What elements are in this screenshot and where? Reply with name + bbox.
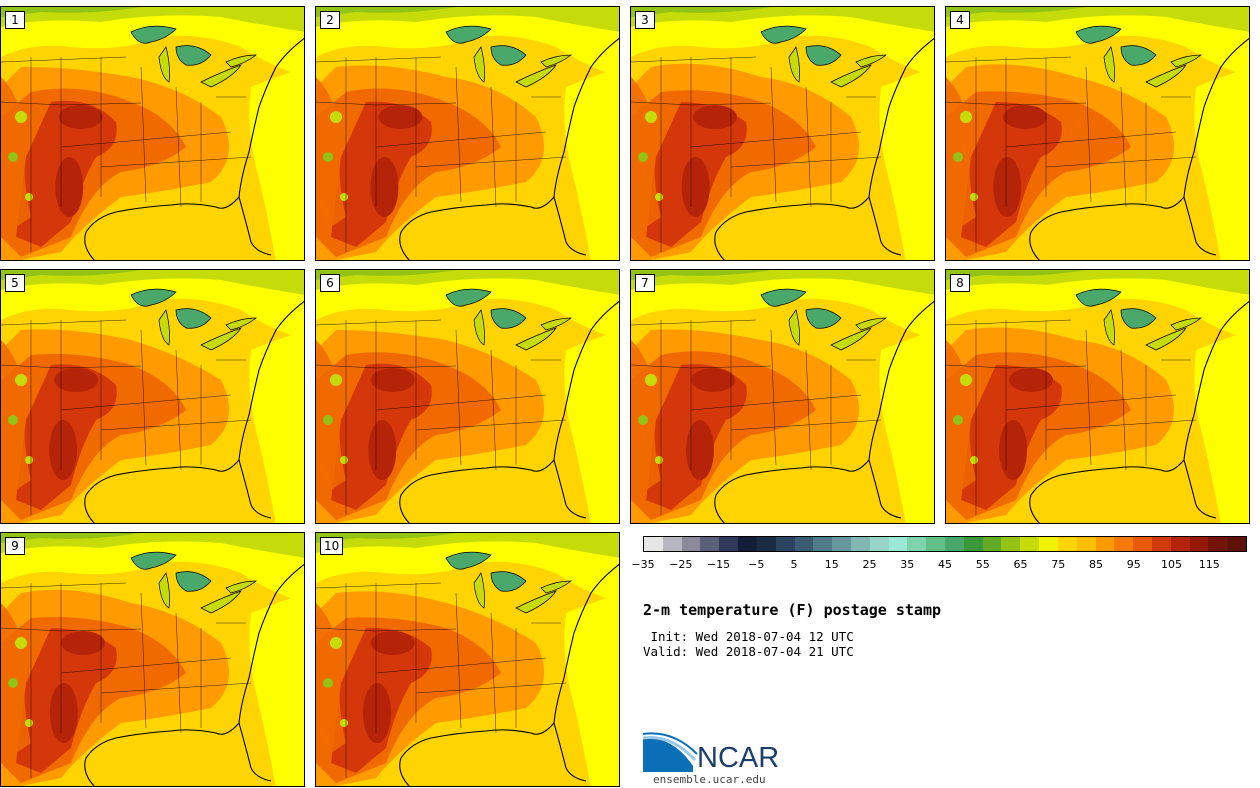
init-time: Init: Wed 2018-07-04 12 UTC xyxy=(643,629,854,644)
ensemble-member-panel: 1 xyxy=(0,6,305,261)
colorbar-tick-label: 45 xyxy=(938,558,952,571)
colorbar-segment xyxy=(1189,537,1209,551)
colorbar-segment xyxy=(738,537,757,551)
colorbar-tick-label: 75 xyxy=(1051,558,1066,571)
colorbar-tick-label: −15 xyxy=(706,558,731,571)
colorbar-segment xyxy=(907,537,927,551)
colorbar-segment xyxy=(1020,537,1040,551)
colorbar-segment xyxy=(1095,537,1115,551)
member-number-label: 9 xyxy=(5,537,25,555)
colorbar-tick-label: 55 xyxy=(975,558,990,571)
ensemble-member-panel: 4 xyxy=(945,6,1250,261)
temperature-map xyxy=(316,533,619,786)
colorbar xyxy=(643,536,1247,552)
colorbar-segment xyxy=(850,537,870,551)
member-number-label: 8 xyxy=(950,274,970,292)
colorbar-segment xyxy=(1151,537,1171,551)
colorbar-segment xyxy=(775,537,795,551)
colorbar-segment xyxy=(1133,537,1152,551)
colorbar-segment xyxy=(945,537,964,551)
colorbar-tick-label: −25 xyxy=(669,558,693,571)
temperature-map xyxy=(1,7,304,260)
colorbar-segment xyxy=(963,537,983,551)
colorbar-segment xyxy=(1076,537,1096,551)
colorbar-segment xyxy=(926,537,945,551)
temperature-map xyxy=(631,7,934,260)
colorbar-tick-label: 115 xyxy=(1198,558,1220,571)
colorbar-segment xyxy=(1001,537,1021,551)
logo-url: ensemble.ucar.edu xyxy=(653,773,766,786)
colorbar-tick-label: 105 xyxy=(1161,558,1182,571)
colorbar-tick-label: 25 xyxy=(862,558,877,571)
colorbar-segment xyxy=(869,537,889,551)
colorbar-segment xyxy=(681,537,701,551)
ensemble-member-panel: 2 xyxy=(315,6,620,261)
figure-title: 2-m temperature (F) postage stamp xyxy=(643,601,942,619)
colorbar-segment xyxy=(794,537,814,551)
colorbar-segment xyxy=(1227,537,1246,551)
valid-time: Valid: Wed 2018-07-04 21 UTC xyxy=(643,644,854,659)
temperature-map xyxy=(316,7,619,260)
temperature-map xyxy=(1,533,304,786)
colorbar-tick-label: 15 xyxy=(824,558,839,571)
colorbar-tick-label: −5 xyxy=(748,558,765,571)
colorbar-tick-label: 35 xyxy=(900,558,915,571)
colorbar-tick-label: 5 xyxy=(790,558,798,571)
ensemble-member-panel: 10 xyxy=(315,532,620,787)
ensemble-member-panel: 7 xyxy=(630,269,935,524)
member-number-label: 1 xyxy=(5,11,25,29)
colorbar-segment xyxy=(700,537,720,551)
member-number-label: 7 xyxy=(635,274,655,292)
colorbar-segment xyxy=(813,537,833,551)
colorbar-segment xyxy=(1208,537,1228,551)
colorbar-segment xyxy=(1057,537,1077,551)
member-number-label: 3 xyxy=(635,11,655,29)
member-number-label: 10 xyxy=(320,537,344,555)
colorbar-segment xyxy=(662,537,682,551)
logo-wordmark: NCAR xyxy=(697,742,780,774)
colorbar-segment xyxy=(1170,537,1190,551)
ensemble-member-panel: 8 xyxy=(945,269,1250,524)
colorbar-segment xyxy=(1039,537,1058,551)
ensemble-member-panel: 9 xyxy=(0,532,305,787)
colorbar-segment xyxy=(888,537,908,551)
temperature-map xyxy=(946,270,1249,523)
member-number-label: 4 xyxy=(950,11,970,29)
member-number-label: 5 xyxy=(5,274,25,292)
temperature-map xyxy=(946,7,1249,260)
ensemble-member-panel: 3 xyxy=(630,6,935,261)
colorbar-segment xyxy=(644,537,663,551)
temperature-map xyxy=(1,270,304,523)
colorbar-segment xyxy=(756,537,776,551)
member-number-label: 2 xyxy=(320,11,340,29)
colorbar-segment xyxy=(1114,537,1134,551)
temperature-map xyxy=(316,270,619,523)
colorbar-ticks: −35 −25 −15 −5 5 15 25 35 45 55 65 75 85 95 105 115 xyxy=(631,558,1247,572)
colorbar-tick-label: −35 xyxy=(631,558,655,571)
colorbar-segment xyxy=(719,537,739,551)
colorbar-tick-label: 95 xyxy=(1126,558,1141,571)
colorbar-tick-label: 65 xyxy=(1013,558,1028,571)
colorbar-segment xyxy=(832,537,851,551)
temperature-map xyxy=(631,270,934,523)
colorbar-tick-label: 85 xyxy=(1089,558,1103,571)
member-number-label: 6 xyxy=(320,274,340,292)
ncar-logo-icon xyxy=(643,732,698,772)
colorbar-segment xyxy=(982,537,1002,551)
ensemble-member-panel: 6 xyxy=(315,269,620,524)
ensemble-member-panel: 5 xyxy=(0,269,305,524)
